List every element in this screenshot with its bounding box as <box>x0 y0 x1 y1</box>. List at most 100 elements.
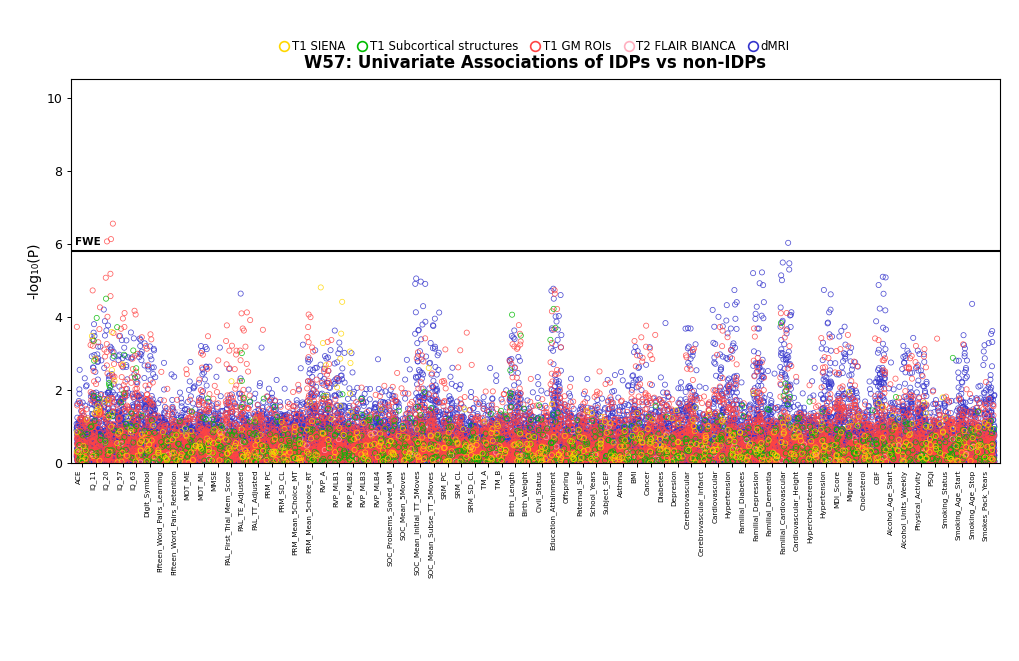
Point <box>267 438 283 448</box>
Point <box>631 422 647 432</box>
Point <box>734 452 750 463</box>
Point <box>512 339 528 350</box>
Point <box>921 441 937 451</box>
Point <box>685 433 701 444</box>
Point <box>719 439 736 449</box>
Point <box>870 446 887 456</box>
Point <box>844 434 860 444</box>
Point <box>120 444 137 455</box>
Point <box>913 457 929 467</box>
Point <box>560 408 577 418</box>
Point <box>185 448 202 459</box>
Point <box>332 408 348 419</box>
Point <box>537 401 553 411</box>
Point <box>785 436 801 446</box>
Point <box>651 412 667 422</box>
Point <box>749 430 765 440</box>
Point <box>396 442 413 452</box>
Point <box>582 439 598 449</box>
Point <box>732 434 748 444</box>
Point <box>552 457 569 467</box>
Point <box>232 453 249 463</box>
Point <box>417 451 433 462</box>
Point <box>780 431 796 442</box>
Point <box>84 421 100 432</box>
Point <box>250 453 266 464</box>
Point <box>597 457 613 467</box>
Point <box>105 328 121 338</box>
Point <box>415 426 431 436</box>
Point <box>857 457 873 467</box>
Point <box>974 457 990 468</box>
Point <box>362 447 378 457</box>
Point <box>484 440 500 451</box>
Point <box>545 433 561 444</box>
Point <box>435 441 451 451</box>
Point <box>268 440 284 451</box>
Point <box>457 438 473 449</box>
Point <box>495 446 512 456</box>
Point <box>278 426 294 437</box>
Point <box>72 438 89 448</box>
Point <box>255 457 271 467</box>
Point <box>819 426 836 437</box>
Point <box>112 451 128 461</box>
Point <box>471 444 487 455</box>
Point <box>476 426 492 437</box>
Point <box>912 454 928 465</box>
Point <box>717 427 734 438</box>
Point <box>951 431 967 442</box>
Point <box>511 402 527 412</box>
Point <box>355 437 371 447</box>
Point <box>374 451 390 461</box>
Point <box>823 456 840 467</box>
Point <box>495 455 512 466</box>
Point <box>267 434 283 445</box>
Point <box>954 437 970 447</box>
Point <box>578 444 594 454</box>
Point <box>496 411 513 422</box>
Point <box>967 442 983 452</box>
Point <box>423 369 439 380</box>
Point <box>191 413 207 424</box>
Point <box>304 442 320 453</box>
Point <box>85 427 101 438</box>
Point <box>506 452 523 463</box>
Point <box>374 447 390 458</box>
Point <box>966 454 982 465</box>
Point <box>250 455 266 466</box>
Point <box>750 445 766 455</box>
Point <box>440 396 457 407</box>
Point <box>166 437 182 447</box>
Point <box>455 442 472 453</box>
Point <box>599 431 615 442</box>
Point <box>804 444 820 455</box>
Point <box>494 441 511 451</box>
Point <box>169 456 185 467</box>
Point <box>307 457 323 467</box>
Point <box>467 436 483 446</box>
Point <box>281 417 298 428</box>
Point <box>132 444 149 454</box>
Point <box>132 435 149 446</box>
Point <box>848 453 864 464</box>
Point <box>589 451 605 462</box>
Point <box>387 414 404 425</box>
Point <box>299 431 315 442</box>
Point <box>832 455 848 466</box>
Point <box>585 428 601 438</box>
Point <box>279 422 296 433</box>
Point <box>421 358 437 369</box>
Point <box>307 442 323 453</box>
Point <box>226 451 243 462</box>
Point <box>204 440 220 450</box>
Point <box>271 457 287 467</box>
Point <box>667 446 684 457</box>
Point <box>718 381 735 391</box>
Point <box>176 455 193 465</box>
Point <box>604 442 621 452</box>
Point <box>330 438 346 449</box>
Point <box>590 445 606 455</box>
Point <box>658 453 675 464</box>
Point <box>904 454 920 465</box>
